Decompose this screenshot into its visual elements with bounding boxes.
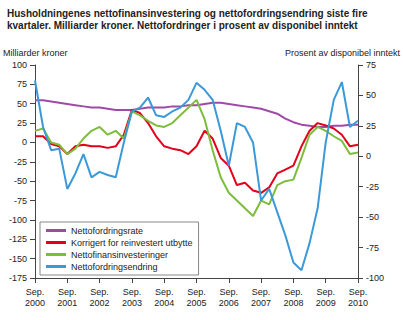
svg-text:-50: -50 <box>14 176 27 186</box>
svg-text:Nettofinansinvesteringer: Nettofinansinvesteringer <box>71 250 168 260</box>
svg-text:-75: -75 <box>366 243 379 253</box>
svg-text:2001: 2001 <box>57 298 77 308</box>
svg-text:Sep.: Sep. <box>349 287 368 297</box>
svg-text:Sep.: Sep. <box>123 287 142 297</box>
svg-text:Sep.: Sep. <box>26 287 45 297</box>
svg-text:25: 25 <box>366 121 376 131</box>
svg-text:2007: 2007 <box>251 298 271 308</box>
svg-text:Sep.: Sep. <box>155 287 174 297</box>
svg-text:Sep.: Sep. <box>316 287 335 297</box>
svg-text:-100: -100 <box>366 273 384 283</box>
svg-text:2004: 2004 <box>154 298 174 308</box>
svg-text:Husholdningenes nettofinansinv: Husholdningenes nettofinansinvestering o… <box>7 8 370 19</box>
svg-text:-25: -25 <box>366 182 379 192</box>
svg-text:Sep.: Sep. <box>284 287 303 297</box>
svg-text:50: 50 <box>366 90 376 100</box>
svg-text:2002: 2002 <box>90 298 110 308</box>
svg-text:kvartaler. Milliarder kroner.: kvartaler. Milliarder kroner. Nettofordr… <box>7 20 358 31</box>
svg-text:Sep.: Sep. <box>90 287 109 297</box>
svg-text:Prosent av disponibel inntekt: Prosent av disponibel inntekt <box>285 48 401 58</box>
svg-text:2005: 2005 <box>186 298 206 308</box>
svg-text:2009: 2009 <box>316 298 336 308</box>
svg-text:-50: -50 <box>366 212 379 222</box>
svg-text:2003: 2003 <box>122 298 142 308</box>
svg-text:-150: -150 <box>9 254 27 264</box>
svg-text:2000: 2000 <box>25 298 45 308</box>
svg-text:2006: 2006 <box>219 298 239 308</box>
svg-text:Milliarder kroner: Milliarder kroner <box>3 48 68 58</box>
svg-text:50: 50 <box>17 99 27 109</box>
svg-text:25: 25 <box>17 118 27 128</box>
svg-text:Nettofordringsrate: Nettofordringsrate <box>71 226 143 236</box>
svg-text:Nettofordringsendring: Nettofordringsendring <box>71 262 158 272</box>
svg-text:75: 75 <box>17 79 27 89</box>
svg-text:100: 100 <box>12 60 27 70</box>
svg-text:-175: -175 <box>9 273 27 283</box>
svg-text:75: 75 <box>366 60 376 70</box>
svg-text:Sep.: Sep. <box>220 287 239 297</box>
svg-text:Sep.: Sep. <box>58 287 77 297</box>
svg-text:2008: 2008 <box>283 298 303 308</box>
svg-text:0: 0 <box>366 151 371 161</box>
svg-text:-100: -100 <box>9 215 27 225</box>
svg-text:2010: 2010 <box>348 298 368 308</box>
svg-text:Sep.: Sep. <box>252 287 271 297</box>
svg-text:Korrigert for reinvestert utby: Korrigert for reinvestert utbytte <box>71 238 193 248</box>
svg-text:-75: -75 <box>14 196 27 206</box>
svg-text:-125: -125 <box>9 234 27 244</box>
svg-text:-25: -25 <box>14 157 27 167</box>
svg-text:Sep.: Sep. <box>187 287 206 297</box>
svg-text:0: 0 <box>22 137 27 147</box>
